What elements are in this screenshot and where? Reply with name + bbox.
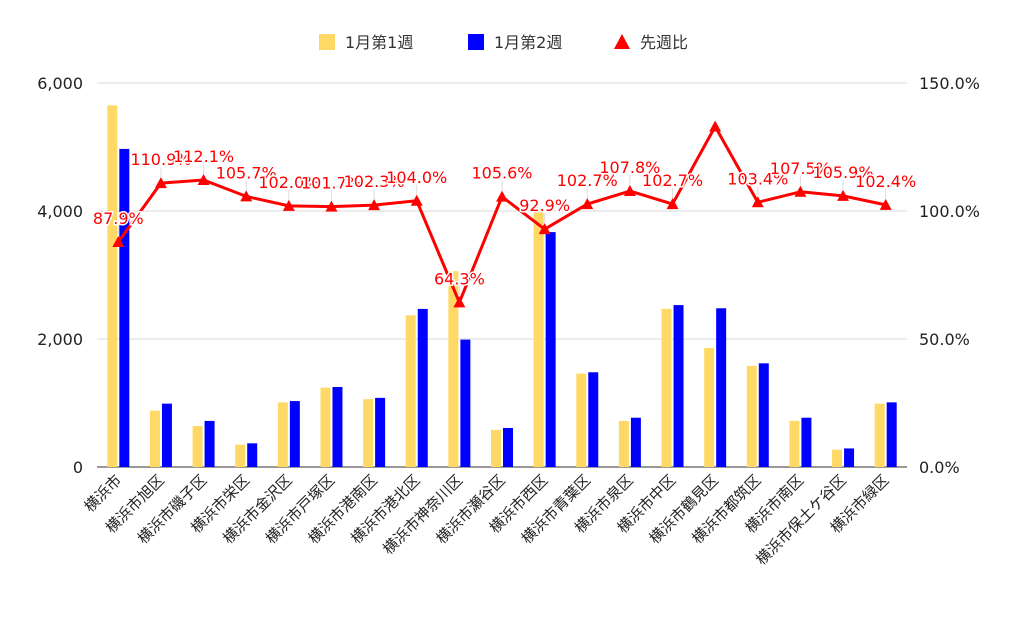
ratio-data-label: 104.0% [386,168,447,187]
ratio-marker [410,194,423,206]
x-axis: 横浜市横浜市旭区横浜市磯子区横浜市栄区横浜市金沢区横浜市戸塚区横浜市港南区横浜市… [81,471,893,569]
bar-week2 [289,401,300,467]
ratio-marker [112,235,125,247]
bar-week2 [630,417,641,467]
bar-week2 [460,339,471,467]
bar-week2 [758,363,769,467]
ratio-data-label: 105.7% [216,163,277,182]
ratio-data-label: 112.1% [173,147,234,166]
ratio-marker [623,185,636,197]
bar-week1 [235,444,246,467]
bar-week1 [448,271,459,467]
bar-week2 [716,308,727,467]
bar-week2 [161,403,172,467]
bar-week1 [533,212,544,467]
bar-week1 [576,373,587,467]
bar-week2 [119,148,130,468]
ratio-data-label: 110.9% [130,150,191,169]
ratio-marker [197,174,210,186]
bar-week2 [886,402,897,467]
bar-week1 [491,429,501,467]
bar-week2 [332,387,343,467]
bar-week1 [618,420,629,467]
ratio-data-label: 92.9% [519,196,570,215]
bar-week2 [801,417,812,467]
ratio-marker [496,190,508,202]
legend-marker [614,34,630,49]
bar-week1 [661,308,672,467]
bar-week2 [673,305,684,467]
ratio-marker [666,198,679,210]
legend-swatch [468,34,484,50]
ratio-line [112,120,892,308]
data-labels: 87.9% 110.9%112.1%105.7%102.0%101.7%102.3… [91,146,918,297]
left-axis-tick-label: 4,000 [37,202,83,221]
ratio-data-label: 87.9% [93,209,144,228]
bar-week1 [832,449,843,467]
ratio-marker [325,200,338,212]
ratio-data-label: 101.7% [301,174,362,193]
ratio-marker [538,223,551,235]
legend-label: 1月第1週 [345,33,413,52]
bar-week1 [746,365,757,467]
legend-label: 1月第2週 [494,33,562,52]
left-axis-tick-label: 6,000 [37,74,83,93]
bar-week2 [545,232,556,467]
bar-week1 [277,402,288,467]
ratio-marker [581,198,594,210]
right-axis-tick-label: 50.0% [919,330,970,349]
right-axis-tick-label: 150.0% [919,74,980,93]
bar-week2 [503,427,513,467]
bar-week1 [320,387,331,467]
ratio-marker [709,120,722,132]
ratio-data-label: 102.7% [557,171,618,190]
bar-week1 [363,399,374,467]
left-axis-tick-label: 2,000 [37,330,83,349]
right-axis-tick-label: 100.0% [919,202,980,221]
legend: 1月第1週 1月第2週 先週比 [319,33,688,52]
ratio-data-label: 102.4% [855,172,916,191]
ratio-marker [794,185,807,197]
ratio-data-label: 102.0% [258,173,319,192]
bar-week1 [789,420,800,467]
bar-week1 [192,426,203,467]
bar-week2 [247,443,258,467]
legend-swatch [319,34,335,50]
right-axis-tick-label: 0.0% [919,458,960,477]
ratio-data-label: 102.3% [344,172,405,191]
ratio-marker [879,198,892,210]
ratio-data-label: 103.4% [727,169,788,188]
left-axis: 0 2,000 4,000 6,000 [37,74,83,477]
bars [107,105,897,468]
grid-lines [97,82,907,468]
ratio-data-label: 64.3% [434,269,485,288]
ratio-marker [282,199,295,211]
ratio-marker [154,177,167,189]
left-axis-tick-label: 0 [73,458,83,477]
ratio-data-label: 107.8% [599,158,660,177]
ratio-marker [453,296,466,308]
ratio-data-label: 105.9% [813,163,874,182]
bar-week1 [405,315,416,467]
ratio-data-label: 107.5% [770,159,831,178]
bar-week2 [204,420,215,467]
ratio-data-label: 102.7% [642,171,703,190]
ratio-data-label: 105.6% [471,164,532,183]
bar-week2 [588,372,599,467]
ratio-marker [837,189,850,201]
ratio-marker [368,199,381,211]
bar-week2 [417,308,428,467]
legend-label: 先週比 [640,33,688,52]
bar-week1 [107,105,118,468]
bar-week2 [844,448,855,467]
bar-week1 [704,347,715,467]
ratio-marker [240,190,253,202]
bar-week2 [375,397,386,467]
bar-week1 [874,403,885,467]
bar-week1 [149,410,160,467]
right-axis: 0.0% 50.0% 100.0% 150.0% [919,74,980,477]
ratio-marker [751,196,764,208]
